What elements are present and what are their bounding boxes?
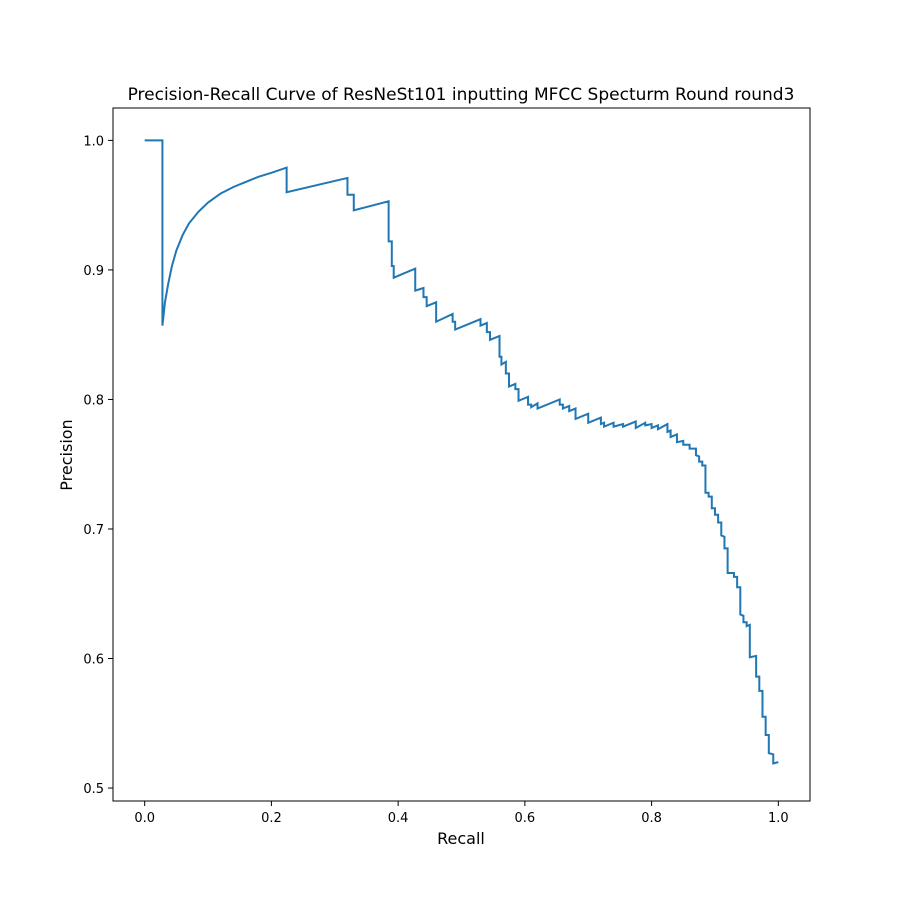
y-tick-label: 0.6 bbox=[83, 653, 104, 668]
y-tick-label: 0.8 bbox=[83, 393, 104, 408]
y-tick-label: 0.7 bbox=[83, 523, 104, 538]
y-tick-label: 0.5 bbox=[83, 782, 104, 797]
x-tick-label: 1.0 bbox=[768, 811, 789, 826]
pr-curve-line-0 bbox=[144, 139, 779, 765]
plot-layer bbox=[144, 139, 779, 765]
axes-frame bbox=[112, 107, 811, 802]
x-tick-label: 0.4 bbox=[388, 811, 409, 826]
x-tick-label: 0.6 bbox=[515, 811, 536, 826]
x-axis: 0.0 0.2 0.4 0.6 0.8 1.0 bbox=[134, 801, 789, 826]
chart-title: Precision-Recall Curve of ResNeSt101 inp… bbox=[128, 85, 795, 105]
y-tick-label: 0.9 bbox=[83, 264, 104, 279]
x-axis-label: Recall bbox=[437, 829, 485, 848]
y-tick-label: 1.0 bbox=[83, 134, 104, 149]
x-tick-label: 0.2 bbox=[261, 811, 282, 826]
y-axis-label: Precision bbox=[57, 419, 76, 490]
x-tick-label: 0.0 bbox=[134, 811, 155, 826]
y-axis: 0.5 0.6 0.7 0.8 0.9 1.0 bbox=[83, 134, 113, 797]
x-tick-label: 0.8 bbox=[641, 811, 662, 826]
